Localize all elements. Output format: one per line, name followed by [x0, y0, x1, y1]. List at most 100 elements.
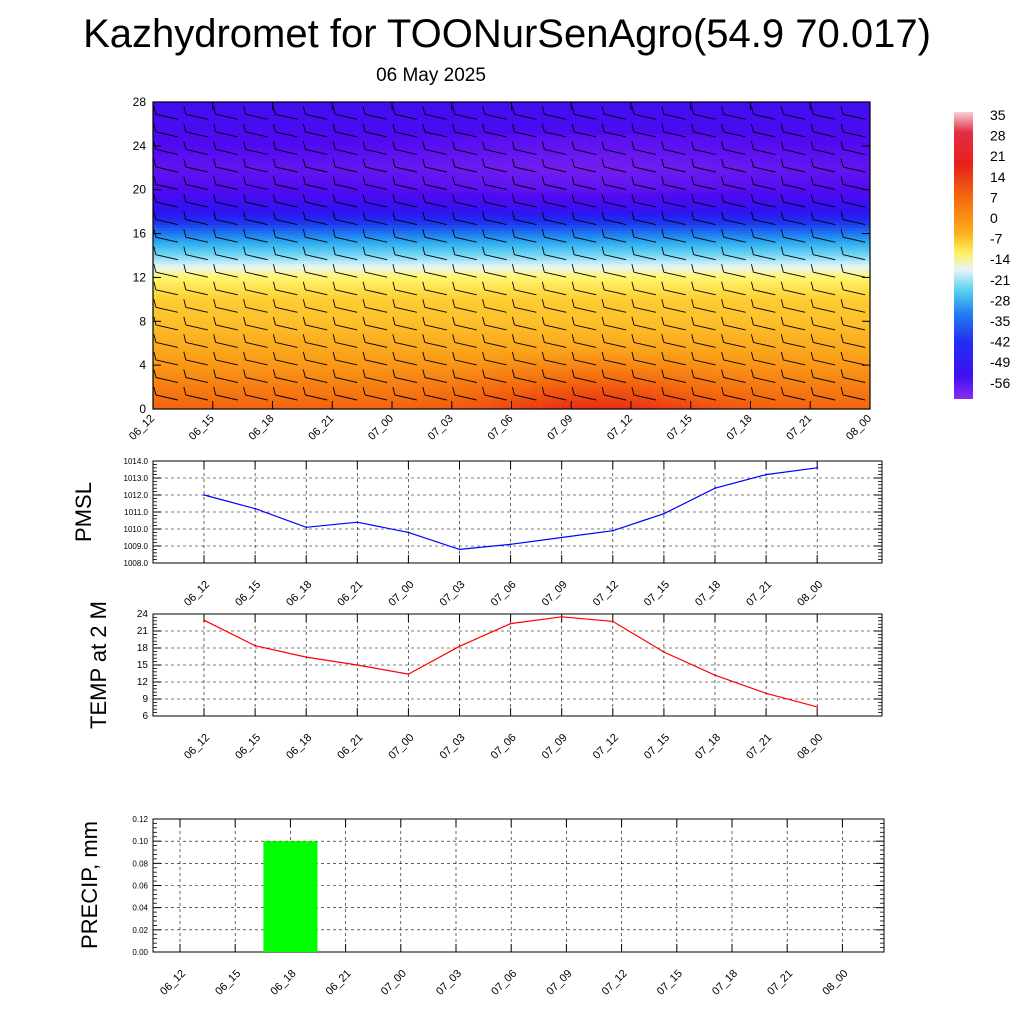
heatmap-cell [401, 186, 413, 191]
heatmap-cell [441, 356, 453, 361]
heatmap-cell [252, 348, 264, 353]
heatmap-cell [172, 291, 184, 295]
heatmap-cell [541, 143, 552, 147]
heatmap-cell [392, 140, 403, 144]
heatmap-cell [202, 110, 214, 114]
heatmap-cell [182, 392, 194, 396]
heatmap-cell [222, 345, 234, 350]
heatmap-cell [421, 365, 433, 369]
heatmap-cell [491, 186, 503, 191]
heatmap-cell [352, 181, 363, 185]
heatmap-cell [232, 274, 244, 279]
heatmap-cell [262, 293, 274, 298]
heatmap-cell [202, 134, 214, 139]
heatmap-cell [262, 329, 274, 333]
heatmap-cell [401, 263, 413, 268]
heatmap-cell [461, 206, 473, 210]
heatmap-cell [441, 170, 453, 174]
heatmap-cell [401, 208, 413, 213]
heatmap-cell [322, 304, 333, 309]
heatmap-cell [451, 115, 463, 120]
heatmap-cell [182, 400, 194, 405]
heatmap-cell [372, 211, 383, 215]
heatmap-cell [471, 373, 483, 377]
heatmap-cell [471, 359, 483, 363]
heatmap-cell [262, 381, 274, 385]
heatmap-cell [521, 189, 533, 194]
heatmap-cell [392, 395, 403, 399]
heatmap-cell [521, 403, 533, 407]
heatmap-cell [461, 332, 473, 336]
heatmap-cell [421, 252, 433, 257]
heatmap-cell [451, 110, 463, 114]
heatmap-cell [332, 285, 343, 289]
heatmap-cell [481, 367, 493, 372]
heatmap-cell [332, 118, 343, 122]
heatmap-cell [182, 304, 194, 309]
heatmap-cell [332, 332, 343, 336]
heatmap-cell [302, 189, 313, 194]
heatmap-cell [451, 107, 463, 111]
heatmap-cell [302, 378, 313, 383]
heatmap-cell [212, 197, 224, 202]
heatmap-cell [372, 340, 383, 344]
heatmap-cell [382, 208, 393, 213]
heatmap-cell [551, 373, 562, 377]
heatmap-cell [292, 170, 303, 174]
heatmap-cell [501, 395, 513, 399]
heatmap-cell [302, 403, 313, 407]
heatmap-cell [192, 299, 204, 303]
heatmap-cell [591, 203, 602, 207]
heatmap-cell [153, 310, 164, 314]
heatmap-cell [421, 321, 433, 325]
heatmap-cell [222, 250, 234, 254]
heatmap-cell [272, 173, 284, 177]
heatmap-cell [222, 107, 234, 111]
heatmap-cell [312, 162, 323, 166]
heatmap-cell [362, 340, 373, 344]
heatmap-cell [292, 176, 303, 180]
heatmap-cell [382, 299, 393, 303]
heatmap-cell [461, 165, 473, 169]
heatmap-cell [352, 129, 363, 133]
heatmap-cell [501, 123, 513, 128]
heatmap-cell [242, 214, 254, 218]
heatmap-cell [153, 118, 164, 122]
heatmap-cell [461, 285, 473, 289]
heatmap-cell [501, 302, 513, 306]
heatmap-cell [242, 384, 254, 388]
heatmap-cell [202, 255, 214, 259]
heatmap-cell [392, 214, 403, 218]
heatmap-cell [382, 129, 393, 133]
heatmap-cell [352, 252, 363, 257]
heatmap-cell [421, 326, 433, 331]
heatmap-cell [521, 107, 533, 111]
heatmap-cell [431, 143, 443, 147]
heatmap-cell [501, 107, 513, 111]
heatmap-cell [481, 165, 493, 169]
heatmap-cell [212, 370, 224, 374]
heatmap-cell [222, 381, 234, 385]
heatmap-cell [571, 258, 582, 262]
heatmap-cell [561, 376, 572, 380]
heatmap-cell [382, 200, 393, 205]
heatmap-cell [401, 315, 413, 320]
heatmap-cell [272, 406, 284, 409]
heatmap-cell [411, 351, 423, 355]
heatmap-cell [541, 118, 552, 122]
heatmap-cell [182, 302, 194, 306]
heatmap-cell [541, 384, 552, 388]
heatmap-cell [282, 280, 294, 284]
heatmap-cell [172, 244, 184, 248]
heatmap-cell [521, 392, 533, 396]
heatmap-cell [362, 359, 373, 363]
heatmap-cell [302, 356, 313, 361]
heatmap-cell [372, 239, 383, 243]
heatmap-cell [232, 370, 244, 374]
heatmap-cell [212, 203, 224, 207]
heatmap-cell [153, 356, 164, 361]
heatmap-cell [411, 354, 423, 358]
heatmap-cell [302, 214, 313, 218]
heatmap-cell [182, 189, 194, 194]
heatmap-cell [481, 263, 493, 268]
